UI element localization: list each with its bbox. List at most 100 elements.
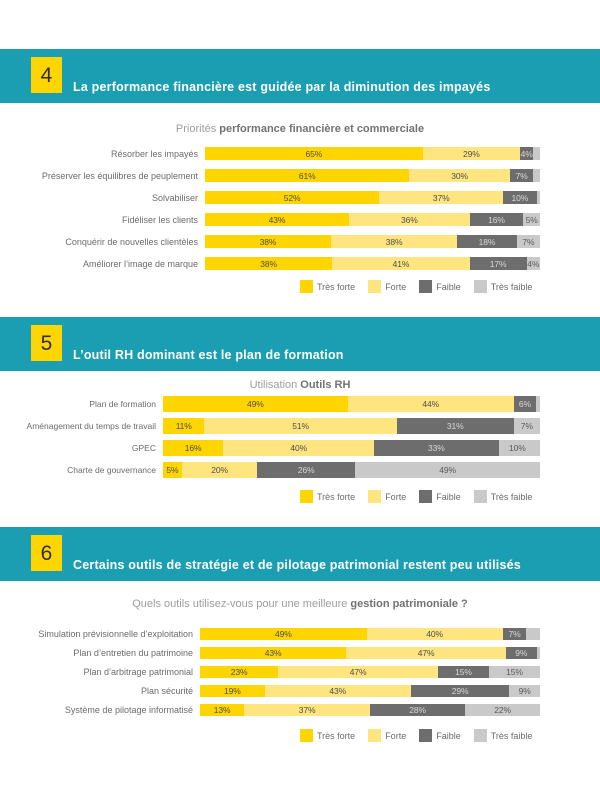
bar-segment: 52% xyxy=(205,191,380,204)
bar-segment: 47% xyxy=(346,647,506,659)
row-label: Plan de formation xyxy=(89,399,156,409)
bar-segment: 31% xyxy=(396,418,514,434)
legend-swatch xyxy=(300,490,313,503)
bar-segment: 5% xyxy=(163,462,182,478)
bar-segment-remainder xyxy=(533,147,541,160)
chart-row: Plan d’arbitrage patrimonial 23% 47% 15% 15% xyxy=(0,666,540,678)
bar-segment: 49% xyxy=(200,628,367,640)
bar-segment: 38% xyxy=(205,235,332,248)
stacked-bar-chart-patrimoine: Simulation prévisionnelle d’exploitation… xyxy=(0,628,600,716)
chart-row: Simulation prévisionnelle d’exploitation… xyxy=(0,628,540,640)
chart-subtitle: Quels outils utilisez-vous pour une meil… xyxy=(0,598,600,611)
chart-subtitle-bold: gestion patrimoniale ? xyxy=(350,598,468,610)
chart-row: Fidéliser les clients 43% 36% 16% 5% xyxy=(0,213,540,226)
stacked-bar: 49% 44% 6% xyxy=(163,396,540,412)
bar-segment: 47% xyxy=(278,666,438,678)
bar-segment: 30% xyxy=(409,169,510,182)
chart-legend: Très forte Forte Faible Très faible xyxy=(300,490,600,503)
legend-label: Forte xyxy=(385,281,407,292)
stacked-bar: 13% 37% 28% 22% xyxy=(200,704,540,716)
bar-segment: 11% xyxy=(163,418,205,434)
chart-row: Résorber les impayés 65% 29% 4% xyxy=(0,147,541,160)
bar-segment: 43% xyxy=(205,213,350,226)
row-label: Résorber les impayés xyxy=(110,148,198,159)
legend-label: Faible xyxy=(436,491,461,502)
bar-segment: 36% xyxy=(349,213,470,226)
row-label: Aménagement du temps de travail xyxy=(26,421,156,431)
bar-segment: 33% xyxy=(374,440,499,456)
bar-segment: 10% xyxy=(498,440,537,456)
bar-segment: 37% xyxy=(244,704,370,716)
bar-segment: 29% xyxy=(422,147,520,160)
section-number-badge: 4 xyxy=(31,57,62,93)
bar-segment: 65% xyxy=(205,147,423,160)
bar-segment-remainder xyxy=(536,396,540,412)
legend-item: Très forte xyxy=(300,490,355,503)
stacked-bar: 38% 38% 18% 7% xyxy=(205,235,541,248)
row-label: GPEC xyxy=(131,443,156,453)
legend-swatch xyxy=(300,280,313,293)
bar-segment: 49% xyxy=(355,462,540,478)
legend-item: Faible xyxy=(419,280,461,293)
chart-subtitle-light: Utilisation xyxy=(249,379,298,391)
bar-segment: 38% xyxy=(331,235,458,248)
bar-segment-remainder xyxy=(536,191,540,204)
row-label: Charte de gouvernance xyxy=(67,465,156,475)
legend-label: Très forte xyxy=(317,281,356,292)
bar-segment: 23% xyxy=(200,666,279,678)
stacked-bar: 38% 41% 17% 4% xyxy=(205,257,540,270)
section-5-header-band: 5 L’outil RH dominant est le plan de for… xyxy=(0,317,600,371)
stacked-bar: 16% 40% 33% 10% xyxy=(163,440,540,456)
legend-swatch xyxy=(419,490,433,503)
section-title: Certains outils de stratégie et de pilot… xyxy=(73,558,521,572)
legend-swatch xyxy=(300,729,313,742)
legend-item: Très faible xyxy=(473,490,532,503)
row-label: Améliorer l’image de marque xyxy=(82,258,198,269)
bar-segment: 15% xyxy=(438,666,489,678)
bar-segment: 6% xyxy=(513,396,537,412)
stacked-bar: 65% 29% 4% xyxy=(205,147,541,160)
legend-swatch xyxy=(368,490,382,503)
bar-segment: 17% xyxy=(469,257,527,270)
section-4-header-band: 4 La performance financière est guidée p… xyxy=(0,49,600,103)
stacked-bar: 61% 30% 7% xyxy=(205,169,540,182)
row-label: Simulation prévisionnelle d’exploitation xyxy=(38,629,193,639)
legend-swatch xyxy=(368,729,382,742)
section-number-badge: 5 xyxy=(31,325,62,361)
row-label: Plan sécurité xyxy=(140,686,193,696)
stacked-bar: 5% 20% 26% 49% xyxy=(163,462,540,478)
bar-segment: 16% xyxy=(469,213,524,226)
chart-row: Conquérir de nouvelles clientèles 38% 38% 1… xyxy=(0,235,541,248)
legend-label: Faible xyxy=(436,281,461,292)
bar-segment: 19% xyxy=(200,685,265,697)
legend-item: Très forte xyxy=(300,280,355,293)
bar-segment: 49% xyxy=(163,396,348,412)
legend-swatch xyxy=(368,280,382,293)
row-label: Plan d’arbitrage patrimonial xyxy=(83,667,193,677)
legend-item: Faible xyxy=(419,490,461,503)
section-number-badge: 6 xyxy=(31,535,62,571)
legend-item: Forte xyxy=(368,729,406,742)
legend-swatch xyxy=(473,729,487,742)
stacked-bar: 49% 40% 7% xyxy=(200,628,540,640)
bar-segment: 26% xyxy=(257,462,356,478)
chart-row: Plan de formation 49% 44% 6% xyxy=(0,396,540,412)
bar-segment: 13% xyxy=(200,704,245,716)
bar-segment: 28% xyxy=(370,704,466,716)
stacked-bar: 23% 47% 15% 15% xyxy=(200,666,540,678)
bar-segment-remainder xyxy=(536,440,540,456)
legend-label: Très forte xyxy=(317,730,356,741)
stacked-bar: 19% 43% 29% 9% xyxy=(200,685,540,697)
legend-label: Forte xyxy=(385,491,407,502)
legend-label: Très faible xyxy=(490,281,533,292)
chart-row: Aménagement du temps de travail 11% 51% 31%… xyxy=(0,418,540,434)
chart-row: Plan sécurité 19% 43% 29% 9% xyxy=(0,685,540,697)
row-label: Préserver les équilibres de peuplement xyxy=(41,170,198,181)
legend-label: Très faible xyxy=(490,730,533,741)
chart-row: GPEC 16% 40% 33% 10% xyxy=(0,440,540,456)
bar-segment: 38% xyxy=(205,257,333,270)
bar-segment: 43% xyxy=(200,647,347,659)
legend-item: Très faible xyxy=(473,729,533,742)
bar-segment: 15% xyxy=(489,666,540,678)
